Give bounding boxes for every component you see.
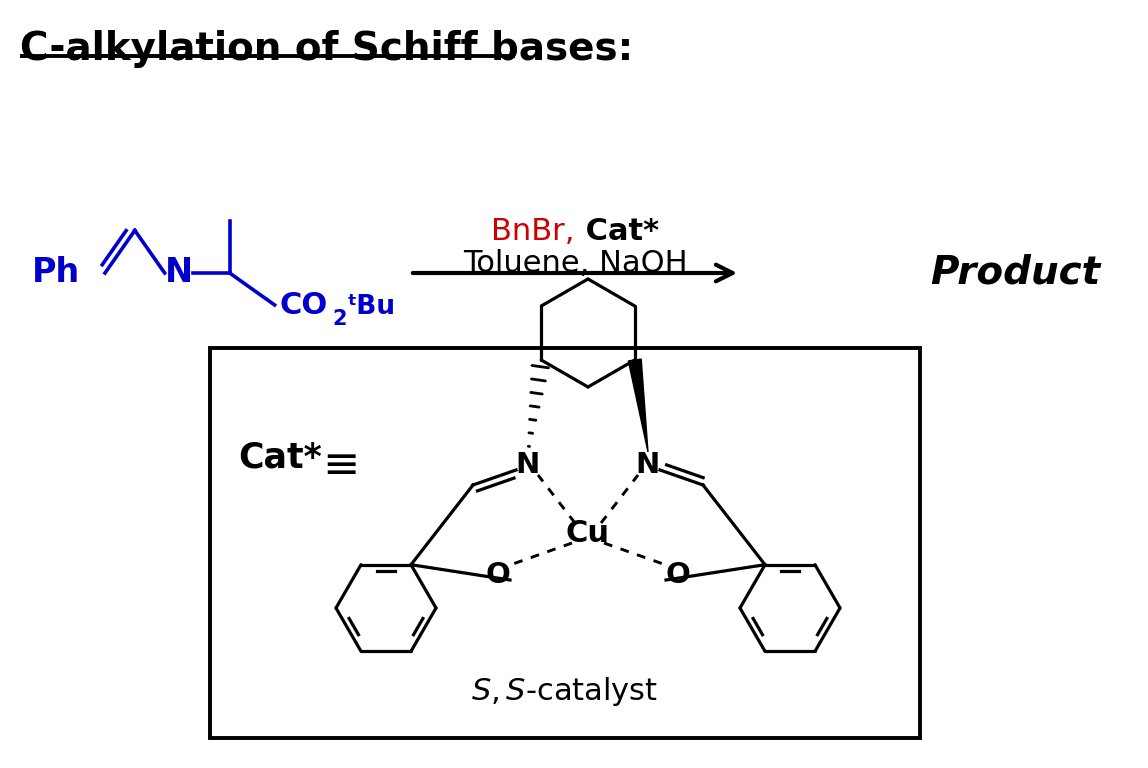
Text: O: O [486,561,511,589]
Text: Product: Product [930,254,1100,292]
Text: $\mathit{S,S}$-catalyst: $\mathit{S,S}$-catalyst [472,675,659,708]
Text: Cat*: Cat* [575,217,659,246]
Polygon shape [628,359,647,452]
Text: O: O [666,561,690,589]
Bar [210,348,920,738]
Text: N: N [164,257,193,290]
Text: Toluene, NaOH: Toluene, NaOH [463,249,688,277]
Text: C-alkylation of Schiff bases:: C-alkylation of Schiff bases: [20,30,634,68]
Text: Cu: Cu [566,518,610,548]
Text: ᵗBu: ᵗBu [347,294,396,320]
Text: N: N [636,451,660,479]
Text: BnBr,: BnBr, [491,217,575,246]
Text: 2: 2 [333,309,347,329]
Text: CO: CO [280,290,328,319]
Text: ≡: ≡ [321,443,359,486]
Text: Cat*: Cat* [238,440,321,474]
Text: N: N [515,451,540,479]
Text: Ph: Ph [32,257,80,290]
